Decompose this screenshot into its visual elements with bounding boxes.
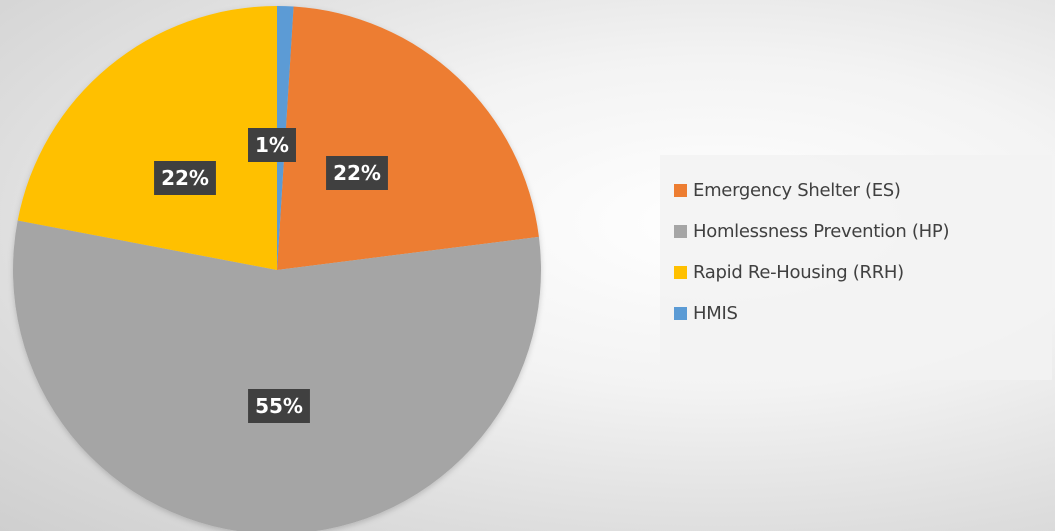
data-label-background [154, 161, 216, 195]
legend-label: Homlessness Prevention (HP) [693, 221, 950, 242]
data-label-hmis: 1% [248, 128, 296, 162]
legend-label: HMIS [693, 303, 738, 324]
pie-slices [13, 6, 541, 531]
data-label-rapid-re-housing-rrh: 22% [154, 161, 216, 195]
legend-item-homelessness-prevention[interactable]: Homlessness Prevention (HP) [674, 211, 1052, 252]
legend: Emergency Shelter (ES) Homlessness Preve… [660, 155, 1052, 380]
legend-item-hmis[interactable]: HMIS [674, 293, 1052, 334]
data-label-background [248, 128, 296, 162]
legend-item-rapid-rehousing[interactable]: Rapid Re-Housing (RRH) [674, 252, 1052, 293]
legend-swatch-rapid-rehousing [674, 266, 687, 279]
legend-label: Rapid Re-Housing (RRH) [693, 262, 904, 283]
data-label-homlessness-prevention-hp: 55% [248, 389, 310, 423]
data-label-background [248, 389, 310, 423]
legend-label: Emergency Shelter (ES) [693, 180, 901, 201]
data-label-text: 22% [161, 166, 209, 190]
legend-swatch-homelessness-prevention [674, 225, 687, 238]
data-label-text: 22% [333, 161, 381, 185]
data-label-text: 55% [255, 394, 303, 418]
pie-slice-emergency-shelter-es[interactable] [277, 6, 539, 271]
legend-swatch-hmis [674, 307, 687, 320]
data-label-text: 1% [255, 133, 289, 157]
pie-slice-rapid-re-housing-rrh[interactable] [17, 6, 277, 270]
legend-item-emergency-shelter[interactable]: Emergency Shelter (ES) [674, 170, 1052, 211]
legend-swatch-emergency-shelter [674, 184, 687, 197]
pie-slice-homlessness-prevention-hp[interactable] [13, 220, 541, 531]
pie-data-labels: 22% 55% 22% 1% [154, 128, 388, 423]
data-label-emergency-shelter-es: 22% [326, 156, 388, 190]
data-label-background [326, 156, 388, 190]
